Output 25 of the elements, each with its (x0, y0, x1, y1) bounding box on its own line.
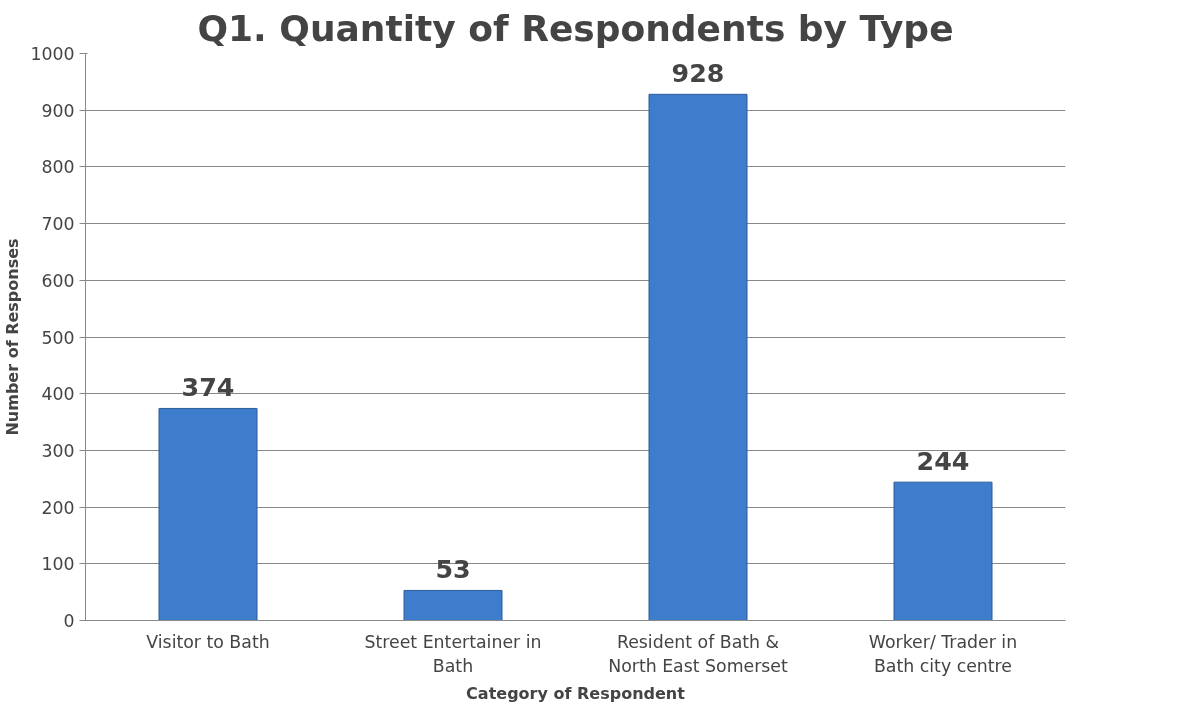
x-tick-label: Visitor to Bath (146, 631, 270, 652)
x-tick-label: Resident of Bath & North East Somerset (608, 631, 789, 676)
data-label: 928 (671, 58, 725, 89)
y-axis-title: Number of Responses (3, 238, 23, 436)
y-tick-label: 900 (41, 100, 75, 121)
x-axis-title: Category of Respondent (466, 683, 686, 703)
y-tick-label: 200 (41, 497, 75, 518)
data-label: 244 (916, 446, 970, 477)
bar (893, 481, 993, 621)
data-label: 53 (435, 554, 471, 585)
y-tick-label: 1000 (30, 44, 75, 64)
y-tick-label: 700 (41, 214, 75, 235)
x-tick-label: Street Entertainer in Bath (364, 631, 542, 676)
y-tick-label: 500 (41, 327, 75, 348)
bar (158, 407, 258, 621)
y-tick-label: 0 (63, 611, 75, 631)
y-tick-label: 400 (41, 384, 75, 405)
bar (403, 589, 503, 621)
y-tick-label: 600 (41, 270, 75, 291)
x-tick-label: Worker/ Trader in Bath city centre (868, 631, 1018, 676)
bar (648, 93, 748, 621)
y-tick-label: 300 (41, 440, 75, 461)
chart-title: Q1. Quantity of Respondents by Type (197, 7, 954, 49)
y-tick-label: 800 (41, 157, 75, 178)
y-tick-label: 100 (41, 554, 75, 575)
